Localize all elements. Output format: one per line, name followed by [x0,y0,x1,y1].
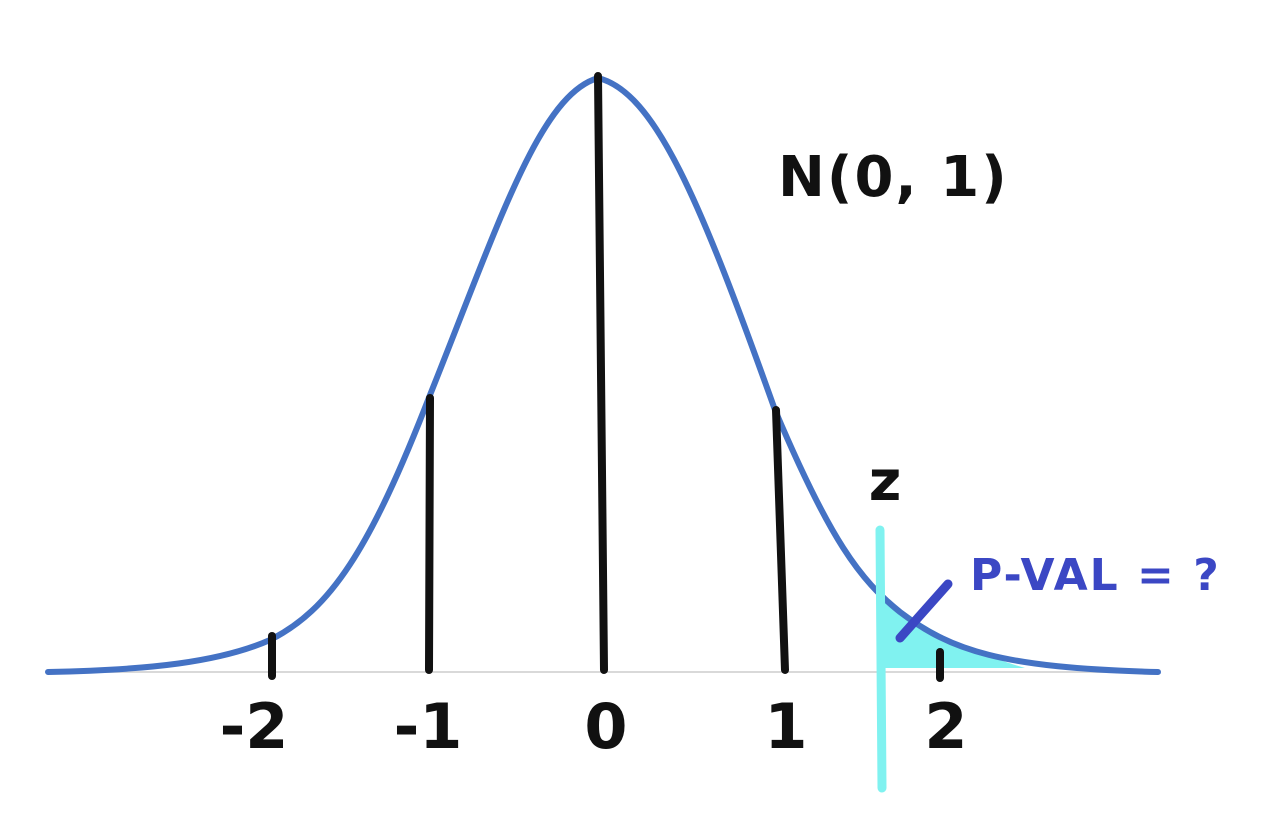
p-value-pointer [895,579,953,643]
p-value-shaded-area [878,590,1025,668]
distribution-label: N(0, 1) [778,145,1009,210]
tick-label-plus-1: 1 [764,690,807,763]
tick-label-minus-2: -2 [220,690,289,763]
sigma-line-0 [594,72,608,674]
z-critical-line [875,525,887,793]
sigma-line-plus-1 [772,406,789,674]
sigma-line-minus-1 [425,394,434,674]
z-label: z [869,449,902,514]
tick-label-minus-1: -1 [394,690,463,763]
p-value-label: P-VAL = ? [970,550,1221,601]
tick-label-plus-2: 2 [924,690,967,763]
tick-label-0: 0 [584,690,627,763]
